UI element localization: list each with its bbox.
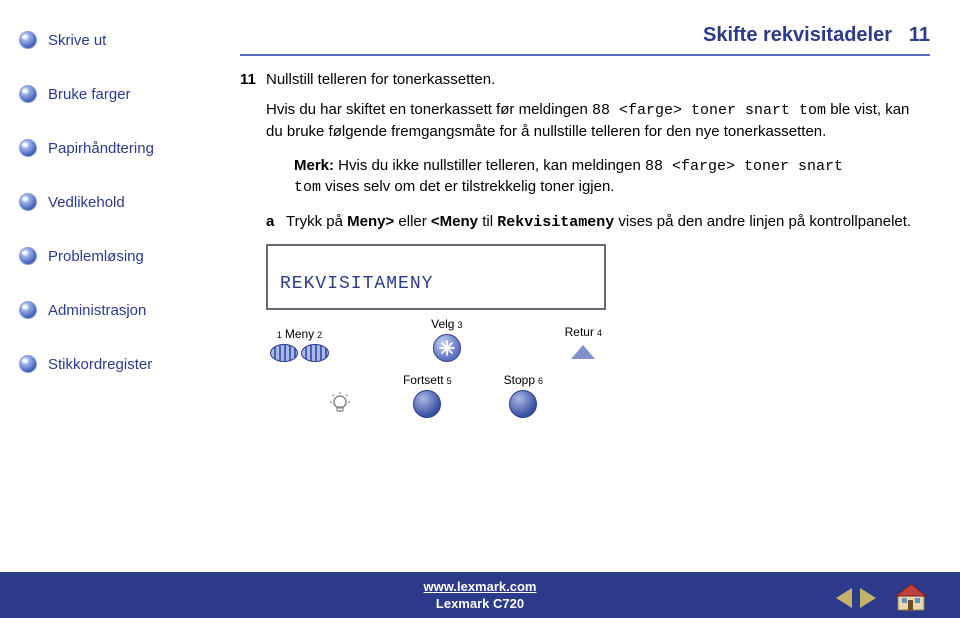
bullet-icon	[18, 192, 38, 212]
select-button	[433, 334, 461, 362]
sidebar-item-admin[interactable]: Administrasjon	[18, 300, 198, 320]
return-button-group: Retur 4	[565, 324, 602, 362]
select-button-group: Velg 3	[431, 316, 462, 362]
sidebar-item-maintenance[interactable]: Vedlikehold	[18, 192, 198, 212]
sidebar-item-label: Vedlikehold	[48, 194, 125, 211]
sidebar-item-label: Skrive ut	[48, 32, 106, 49]
light-indicator	[329, 392, 351, 418]
lcd-display: REKVISITAMENY	[266, 244, 606, 310]
substep: a Trykk på Meny> eller <Meny til Rekvisi…	[266, 212, 920, 233]
stop-button	[509, 390, 537, 418]
bullet-icon	[18, 300, 38, 320]
page-number: 11	[909, 24, 930, 47]
control-panel-illustration: REKVISITAMENY 1 Meny 2 Velg 3	[266, 244, 606, 418]
lcd-text: REKVISITAMENY	[280, 272, 592, 296]
sup: 6	[538, 375, 543, 387]
footer-product: Lexmark C720	[436, 596, 524, 611]
sidebar-item-label: Problemløsing	[48, 248, 144, 265]
t: til	[478, 213, 497, 230]
substep-text: Trykk på Meny> eller <Meny til Rekvisita…	[286, 212, 911, 233]
sup: 4	[597, 327, 602, 339]
stop-button-group: Stopp 6	[504, 372, 543, 418]
t: Meny>	[347, 213, 394, 230]
next-page-icon[interactable]	[860, 588, 876, 608]
note-label: Merk:	[294, 157, 334, 174]
sidebar-item-label: Administrasjon	[48, 302, 146, 319]
continue-button	[413, 390, 441, 418]
t: vises på den andre linjen på kontrollpan…	[614, 213, 911, 230]
code-text: tom	[294, 179, 321, 196]
nav-arrows	[836, 588, 876, 608]
header-rule	[240, 54, 930, 56]
sup: 3	[457, 319, 462, 331]
button-row-2: Fortsett 5 Stopp 6	[266, 372, 606, 418]
para-text: Hvis du har skiftet en tonerkassett før …	[266, 101, 592, 118]
footer-link[interactable]: www.lexmark.com	[424, 579, 537, 594]
bullet-icon	[18, 84, 38, 104]
bullet-icon	[18, 138, 38, 158]
prev-page-icon[interactable]	[836, 588, 852, 608]
continue-button-group: Fortsett 5	[403, 372, 452, 418]
btn-label: Stopp	[504, 372, 535, 388]
t: <Meny	[431, 213, 478, 230]
page-title: Skifte rekvisitadeler	[703, 24, 892, 47]
sidebar-item-troubleshoot[interactable]: Problemløsing	[18, 246, 198, 266]
btn-label: Velg	[431, 316, 454, 332]
footer: www.lexmark.com Lexmark C720	[0, 572, 960, 618]
home-icon[interactable]	[892, 580, 930, 612]
sidebar-item-label: Stikkordregister	[48, 356, 152, 373]
sidebar: Skrive ut Bruke farger Papirhåndtering V…	[18, 30, 198, 408]
code-text: 88 <farge> toner snart	[645, 158, 843, 175]
menu-buttons: 1 Meny 2	[270, 326, 329, 362]
step-number: 11	[240, 70, 266, 90]
menu-right-button	[301, 344, 329, 362]
sidebar-item-label: Bruke farger	[48, 86, 131, 103]
t: eller	[394, 213, 431, 230]
btn-label: Fortsett	[403, 372, 444, 388]
menu-left-button	[270, 344, 298, 362]
note-text: Hvis du ikke nullstiller telleren, kan m…	[334, 157, 645, 174]
return-button	[569, 342, 597, 362]
bullet-icon	[18, 354, 38, 374]
bullet-icon	[18, 30, 38, 50]
sup: 2	[317, 329, 322, 341]
sup: 5	[447, 375, 452, 387]
lightbulb-icon	[329, 392, 351, 418]
bullet-icon	[18, 246, 38, 266]
btn-label: Meny	[285, 326, 314, 342]
sidebar-item-print[interactable]: Skrive ut	[18, 30, 198, 50]
sidebar-item-index[interactable]: Stikkordregister	[18, 354, 198, 374]
t: Trykk på	[286, 213, 347, 230]
btn-label: Retur	[565, 324, 594, 340]
t: Rekvisitameny	[497, 214, 614, 231]
step-line: 11 Nullstill telleren for tonerkassetten…	[240, 70, 920, 90]
sidebar-item-colors[interactable]: Bruke farger	[18, 84, 198, 104]
substep-letter: a	[266, 212, 286, 232]
note-block: Merk: Hvis du ikke nullstiller telleren,…	[294, 156, 920, 199]
step-text: Nullstill telleren for tonerkassetten.	[266, 70, 920, 90]
paragraph: Hvis du har skiftet en tonerkassett før …	[266, 100, 920, 142]
sup: 1	[277, 329, 282, 341]
sidebar-item-paper[interactable]: Papirhåndtering	[18, 138, 198, 158]
code-text: 88 <farge> toner snart tom	[592, 102, 826, 119]
note-text: vises selv om det er tilstrekkelig toner…	[321, 178, 614, 195]
sidebar-item-label: Papirhåndtering	[48, 140, 154, 157]
button-row: 1 Meny 2 Velg 3 R	[266, 316, 606, 362]
content-area: 11 Nullstill telleren for tonerkassetten…	[240, 70, 920, 418]
